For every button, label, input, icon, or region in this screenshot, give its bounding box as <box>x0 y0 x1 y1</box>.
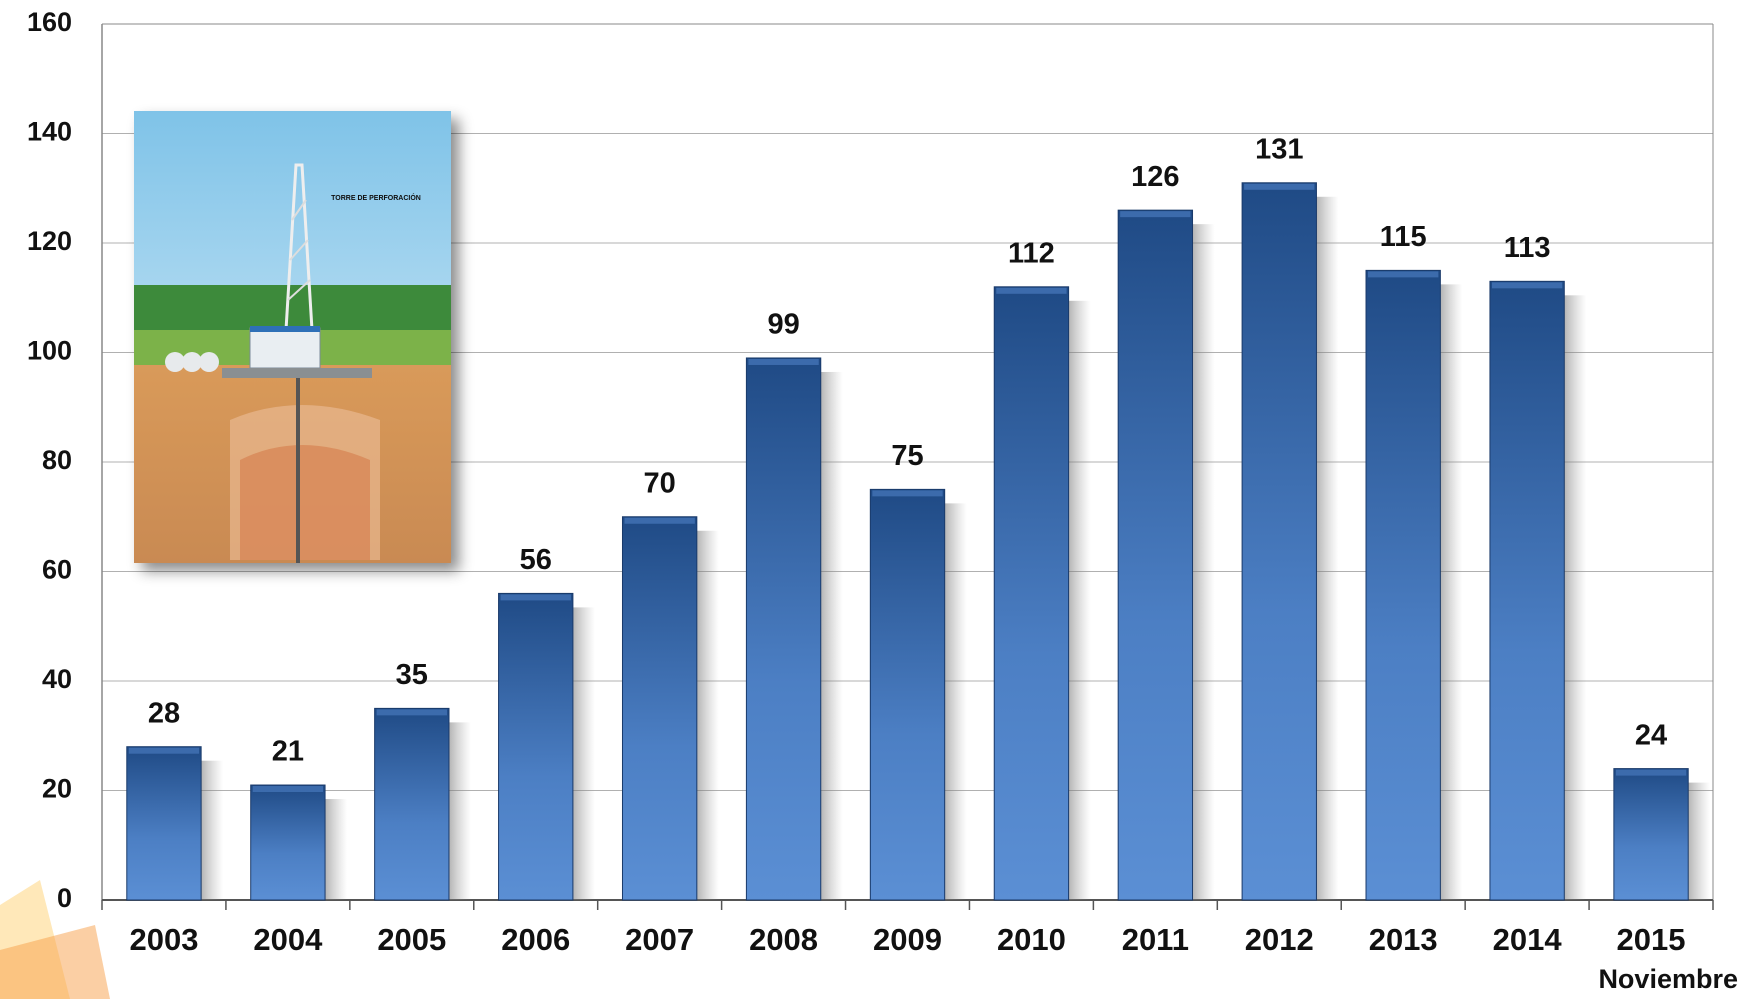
value-label: 112 <box>1008 237 1055 269</box>
x-tick-label: 2007 <box>625 922 694 957</box>
bar-cap <box>500 594 571 601</box>
bar <box>1489 280 1565 901</box>
bar <box>1613 768 1689 901</box>
bar-shadow <box>1564 295 1587 900</box>
x-tick-label: 2005 <box>377 922 446 957</box>
bar-shadow <box>1688 782 1711 900</box>
x-tick-label: 2010 <box>997 922 1066 957</box>
value-label: 99 <box>767 309 799 341</box>
bar-shadow <box>696 530 719 900</box>
x-tick-label: 2013 <box>1369 922 1438 957</box>
y-tick-label: 80 <box>42 445 72 475</box>
y-tick-label: 60 <box>42 555 72 585</box>
bars <box>126 182 1711 901</box>
decoration <box>0 880 110 999</box>
value-label: 35 <box>396 659 428 691</box>
x-tick-label: 2012 <box>1245 922 1314 957</box>
bar <box>1365 269 1441 901</box>
bar-shadow <box>201 760 224 900</box>
bar-cap <box>872 490 943 497</box>
x-tick-label: 2015 <box>1617 922 1686 957</box>
bar <box>374 707 450 901</box>
bar-shadow <box>325 799 348 900</box>
labels: 0 20 40 60 80 100 120 140 160 2003 28 2004 21 2005 35 2… <box>27 7 1686 957</box>
value-label: 75 <box>891 440 923 472</box>
bar-cap <box>1244 183 1315 190</box>
bar <box>126 746 202 901</box>
x-tick-label: 2009 <box>873 922 942 957</box>
y-tick-label: 160 <box>27 7 72 37</box>
value-label: 70 <box>644 467 676 499</box>
bar-shadow <box>572 607 595 900</box>
bar-shadow <box>1192 224 1215 900</box>
bar-cap <box>624 517 695 524</box>
bar-cap <box>1615 769 1687 776</box>
bar-cap <box>252 786 324 793</box>
bar-shadow <box>1316 196 1339 900</box>
x-tick-label: 2008 <box>749 922 818 957</box>
bar <box>250 784 326 901</box>
value-label: 113 <box>1504 232 1551 264</box>
x-tick-label: 2011 <box>1122 922 1189 957</box>
y-tick-label: 40 <box>42 664 72 694</box>
inset-image: TORRE DE PERFORACIÓN <box>134 111 451 563</box>
bar-cap <box>376 709 447 716</box>
value-label: 126 <box>1131 161 1179 193</box>
y-tick-label: 100 <box>27 336 72 366</box>
bar-cap <box>996 287 1067 294</box>
value-label: 24 <box>1635 719 1667 751</box>
bar-shadow <box>1440 284 1463 900</box>
bar-cap <box>748 358 819 365</box>
bar-cap <box>128 747 200 754</box>
bar-cap <box>1368 271 1439 278</box>
bar-shadow <box>944 503 967 900</box>
y-tick-label: 140 <box>27 117 72 147</box>
x-tick-label: 2003 <box>129 922 198 957</box>
value-label: 56 <box>520 544 552 576</box>
x-annotation: Noviembre <box>1598 964 1738 994</box>
value-label: 115 <box>1380 221 1427 253</box>
inset-label: TORRE DE PERFORACIÓN <box>331 193 421 202</box>
value-label: 131 <box>1255 133 1303 165</box>
y-tick-label: 120 <box>27 226 72 256</box>
bar <box>993 286 1070 901</box>
value-label: 21 <box>272 736 304 768</box>
bar <box>869 488 946 901</box>
bar <box>498 592 574 901</box>
bar <box>621 516 698 901</box>
bar-shadow <box>448 722 471 900</box>
x-tick-label: 2004 <box>253 922 323 957</box>
x-tick-label: 2014 <box>1493 922 1563 957</box>
bar <box>1117 209 1194 901</box>
y-tick-label: 0 <box>57 883 72 913</box>
bar <box>745 357 822 901</box>
x-tick-label: 2006 <box>501 922 570 957</box>
y-tick-label: 20 <box>42 774 72 804</box>
bar <box>1241 182 1317 901</box>
bar-shadow <box>1068 300 1091 900</box>
bar-shadow <box>820 371 843 901</box>
bar-cap <box>1120 211 1191 218</box>
value-label: 28 <box>148 697 180 729</box>
bar-cap <box>1491 282 1563 289</box>
